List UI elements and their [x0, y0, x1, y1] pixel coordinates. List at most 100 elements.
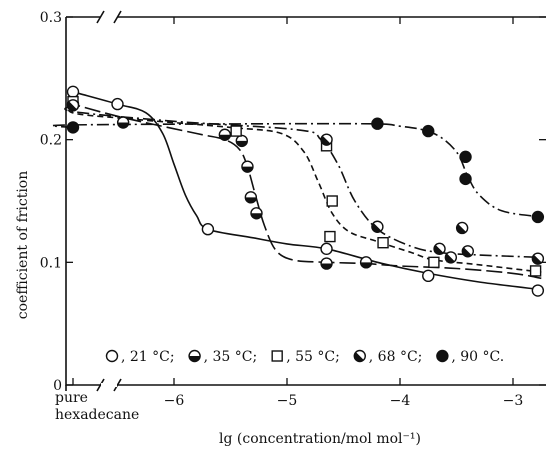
marker-half — [371, 222, 382, 233]
marker-circle — [422, 124, 435, 138]
legend-marker-2 — [271, 350, 283, 362]
marker-circle — [422, 269, 435, 283]
data-point-pure-3 — [66, 99, 80, 112]
legend-marker-3 — [353, 349, 366, 363]
legend-marker-0 — [105, 349, 119, 363]
data-point-3-2 — [433, 242, 446, 256]
y-axis-title: coefficient of friction — [15, 171, 31, 319]
marker-half — [245, 197, 257, 203]
data-point-4-4 — [531, 210, 545, 224]
data-point-1-4 — [244, 191, 258, 204]
data-point-4-2 — [459, 150, 472, 164]
marker-square — [326, 195, 338, 207]
legend-label-1: , 35 °C; — [204, 349, 258, 365]
data-point-1-0 — [116, 116, 130, 129]
marker-circle — [459, 172, 472, 186]
marker-half — [321, 135, 331, 146]
marker-circle — [66, 121, 80, 134]
series-line-0 — [72, 91, 538, 291]
series-line-4 — [51, 122, 542, 218]
marker-circle — [320, 242, 333, 256]
marker-half — [445, 253, 455, 263]
data-points — [66, 85, 545, 297]
y-tick-label: 0.3 — [40, 10, 62, 26]
axis-break-top — [96, 10, 122, 24]
marker-circle — [66, 85, 80, 99]
marker-half — [250, 213, 262, 219]
data-point-0-2 — [320, 242, 333, 256]
data-point-3-5 — [455, 221, 469, 235]
series-line-1 — [68, 102, 542, 280]
data-point-1-7 — [359, 256, 373, 269]
legend-marker-1 — [188, 349, 201, 363]
data-point-2-5 — [428, 256, 440, 269]
x-origin-label-pure: pure — [55, 390, 88, 406]
data-point-pure-4 — [66, 121, 80, 134]
legend-label-3: , 68 °C; — [369, 349, 423, 365]
y-tick-label: 0 — [53, 378, 62, 394]
marker-circle — [531, 210, 545, 224]
data-point-1-2 — [235, 134, 249, 148]
data-point-2-6 — [529, 265, 542, 277]
x-origin-label-hexadecane: hexadecane — [55, 407, 139, 423]
data-point-0-4 — [531, 284, 545, 297]
axes — [65, 10, 546, 392]
data-point-3-4 — [461, 245, 474, 258]
legend-marker-4 — [436, 349, 449, 363]
marker-square — [271, 350, 283, 362]
marker-half — [241, 166, 253, 173]
data-point-3-6 — [531, 252, 545, 265]
marker-half — [456, 224, 467, 234]
marker-half — [532, 254, 542, 265]
marker-half — [219, 134, 231, 141]
marker-half — [236, 140, 248, 147]
marker-square — [324, 230, 336, 243]
data-point-1-6 — [320, 257, 333, 270]
data-point-4-3 — [459, 172, 472, 186]
marker-circle — [371, 117, 384, 130]
data-point-pure-0 — [66, 85, 80, 99]
marker-circle — [436, 349, 449, 363]
marker-circle — [105, 349, 119, 363]
x-tick-label: −6 — [164, 393, 185, 409]
data-point-0-1 — [201, 223, 215, 236]
data-point-3-3 — [444, 251, 458, 264]
tick-labels: 0 0.1 0.2 0.3 −6 −5 −4 −3 — [40, 10, 524, 409]
data-point-1-3 — [241, 160, 254, 173]
y-tick-label: 0.2 — [40, 133, 62, 149]
marker-square — [529, 265, 542, 277]
axis-frame-left-bottom — [65, 17, 546, 386]
x-tick-label: −5 — [277, 393, 298, 409]
data-point-2-3 — [324, 230, 336, 243]
data-point-2-2 — [326, 195, 338, 207]
y-tick-label: 0.1 — [40, 255, 62, 271]
legend-label-4: , 90 °C. — [451, 349, 504, 365]
marker-half — [462, 247, 472, 257]
data-point-3-0 — [320, 133, 333, 146]
data-point-2-0 — [230, 125, 242, 137]
marker-half — [360, 262, 372, 268]
legend: , 21 °C; , 35 °C; , 55 °C; , 68 °C; , 90 °C. — [105, 349, 504, 365]
data-point-1-1 — [218, 128, 232, 141]
marker-square — [230, 125, 242, 137]
marker-half — [67, 101, 77, 111]
marker-circle — [111, 97, 124, 111]
axis-break-bottom — [96, 378, 122, 392]
data-point-0-0 — [111, 97, 124, 111]
marker-half — [354, 352, 364, 362]
x-axis-title: lg (concentration/mol mol⁻¹) — [219, 431, 421, 447]
data-point-4-0 — [371, 117, 384, 130]
legend-label-0: , 21 °C; — [121, 349, 175, 365]
data-point-4-1 — [422, 124, 435, 138]
marker-half — [434, 244, 444, 255]
legend-label-2: , 55 °C; — [286, 349, 340, 365]
marker-half — [321, 263, 333, 270]
x-tick-label: −4 — [390, 393, 411, 409]
marker-half — [189, 356, 201, 362]
marker-square — [428, 256, 440, 269]
data-point-2-4 — [377, 237, 389, 249]
marker-circle — [459, 150, 472, 164]
marker-half — [117, 122, 129, 128]
